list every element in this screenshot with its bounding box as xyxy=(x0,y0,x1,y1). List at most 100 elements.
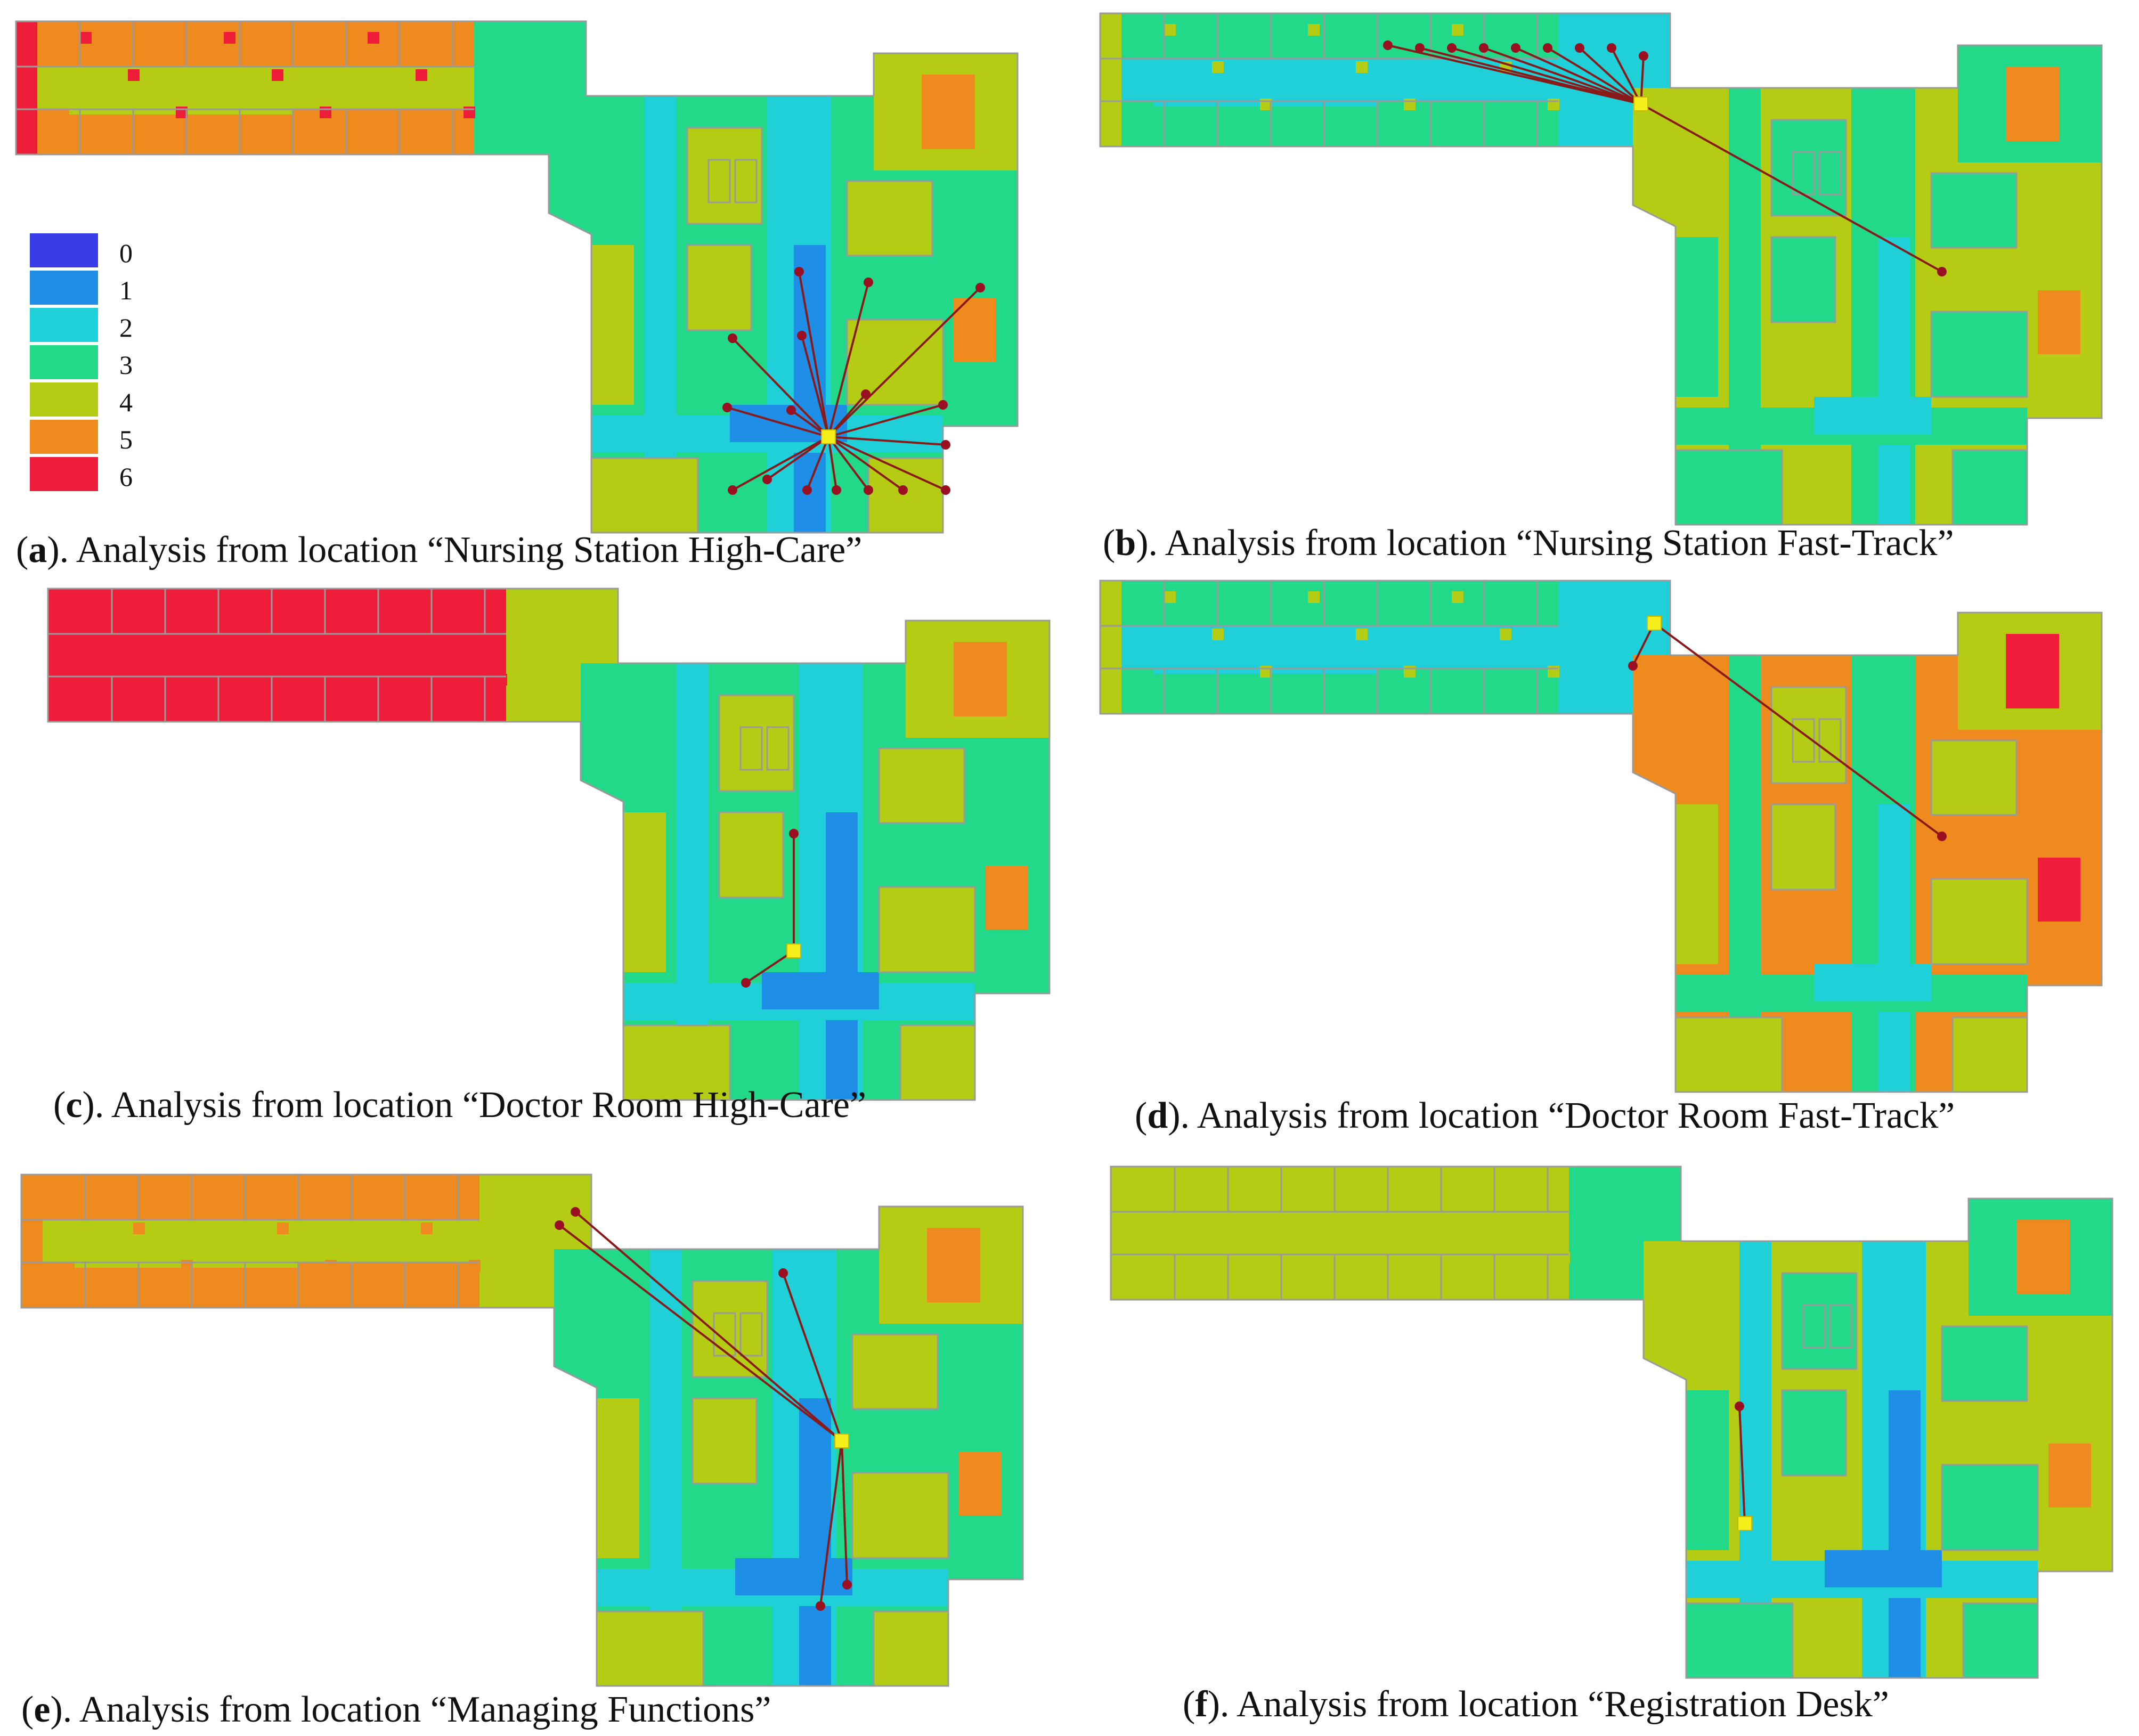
room-zone xyxy=(879,887,975,972)
room-zone xyxy=(879,748,964,823)
wing-cell xyxy=(400,599,411,611)
room-zone xyxy=(847,181,932,256)
origin-marker xyxy=(834,1433,849,1448)
wing-cell xyxy=(421,1222,433,1234)
target-marker xyxy=(1639,51,1648,61)
target-marker xyxy=(786,405,796,415)
visibility-rays xyxy=(1735,1401,1752,1531)
target-marker xyxy=(941,440,950,450)
wing-cell xyxy=(1548,666,1559,678)
wing-cell xyxy=(1308,591,1320,603)
room-zone xyxy=(1771,237,1835,322)
legend-item-5: 5 xyxy=(30,420,168,456)
room-wall xyxy=(1818,151,1842,195)
target-marker xyxy=(1628,661,1638,671)
target-marker xyxy=(794,267,804,276)
room-zone xyxy=(597,1398,639,1558)
target-marker xyxy=(975,283,985,292)
room-zone xyxy=(1676,237,1718,397)
northeast-warm-zone xyxy=(2006,67,2059,141)
ray-line xyxy=(828,404,944,438)
legend-label-1: 1 xyxy=(119,275,133,305)
target-marker xyxy=(1511,43,1520,53)
target-marker xyxy=(1937,832,1947,841)
ray-line xyxy=(574,1211,843,1442)
room-zone xyxy=(1931,740,2016,815)
target-marker xyxy=(802,485,812,495)
room-zone xyxy=(1782,1390,1846,1476)
caption-f: (f). Analysis from location “Registratio… xyxy=(1183,1684,1889,1725)
walls xyxy=(20,1173,1024,1687)
caption-e-letter: e xyxy=(34,1689,51,1730)
origin-marker xyxy=(1633,96,1648,111)
ray-line xyxy=(827,282,869,437)
room-zone xyxy=(623,812,666,972)
ray-line xyxy=(727,406,829,438)
legend-swatch-6 xyxy=(30,457,98,491)
room-zone xyxy=(1676,450,1782,525)
wing-cell xyxy=(272,69,283,81)
ray-line xyxy=(1640,103,1942,273)
wing-cell xyxy=(352,674,363,686)
wing-cell xyxy=(1462,1177,1474,1189)
room-wall xyxy=(596,1610,704,1687)
ray-line xyxy=(827,436,904,491)
target-marker xyxy=(797,331,807,340)
wing-cell xyxy=(224,32,235,44)
ray-line xyxy=(1547,47,1642,105)
wing-cell xyxy=(1452,591,1463,603)
room-wall xyxy=(1802,1304,1826,1349)
legend-label-3: 3 xyxy=(119,350,133,380)
legend-label-0: 0 xyxy=(119,238,133,268)
south-core-zone xyxy=(1814,397,1931,434)
legend-swatch-1 xyxy=(30,271,98,305)
room-zone xyxy=(1953,1017,2027,1092)
east-warm-zone xyxy=(2038,290,2080,354)
outline-wall xyxy=(1099,580,2103,1093)
target-marker xyxy=(571,1207,580,1217)
wing-cell xyxy=(229,1185,241,1197)
room-zone xyxy=(719,812,783,898)
room-zone xyxy=(1931,312,2027,397)
room-wall xyxy=(1951,1016,2028,1093)
legend-item-1: 1 xyxy=(30,271,168,307)
wing-end-zone xyxy=(1111,1167,1132,1300)
room-wall xyxy=(1962,1602,2039,1679)
room-zone xyxy=(1771,804,1835,890)
heatmap-cells xyxy=(16,21,1018,533)
room-wall xyxy=(899,1024,976,1101)
northeast-warm-zone xyxy=(2006,634,2059,708)
wing-cell xyxy=(1548,99,1559,110)
wing-cell xyxy=(85,1185,97,1197)
wing-cell xyxy=(112,599,124,611)
wing-cell xyxy=(1404,666,1416,678)
ray-line xyxy=(1579,47,1642,105)
wing-cell xyxy=(368,32,379,44)
caption-a-text: ). Analysis from location “Nursing Stati… xyxy=(47,529,863,570)
wing-end-zone xyxy=(1100,13,1121,146)
wing-end-zone xyxy=(16,21,37,154)
visibility-rays xyxy=(1383,40,1947,276)
heatmap-cells xyxy=(48,589,1050,1100)
room-zone xyxy=(852,1334,938,1409)
legend-label-5: 5 xyxy=(119,425,133,454)
room-wall xyxy=(1674,1016,1783,1093)
room-wall xyxy=(1770,803,1836,891)
core-zone xyxy=(1878,237,1910,525)
target-marker xyxy=(728,485,737,495)
outline-wall xyxy=(20,1173,1024,1687)
target-marker xyxy=(1937,267,1947,276)
target-marker xyxy=(938,400,948,410)
room-zone xyxy=(1953,450,2027,525)
target-marker xyxy=(861,389,871,399)
south-core-zone xyxy=(762,972,879,1009)
room-zone xyxy=(1686,1390,1729,1550)
visibility-rays xyxy=(741,829,801,988)
caption-e: (e). Analysis from location “Managing Fu… xyxy=(21,1689,771,1730)
caption-a: (a). Analysis from location “Nursing Sta… xyxy=(16,529,863,570)
room-wall xyxy=(739,726,763,771)
room-wall xyxy=(692,1280,768,1378)
heatmap-cells xyxy=(21,1175,1023,1686)
ray-line xyxy=(1483,47,1641,105)
